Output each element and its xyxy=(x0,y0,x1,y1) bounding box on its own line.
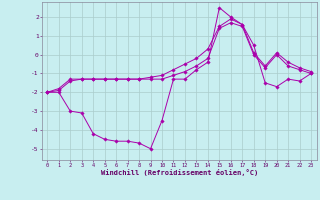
X-axis label: Windchill (Refroidissement éolien,°C): Windchill (Refroidissement éolien,°C) xyxy=(100,169,258,176)
